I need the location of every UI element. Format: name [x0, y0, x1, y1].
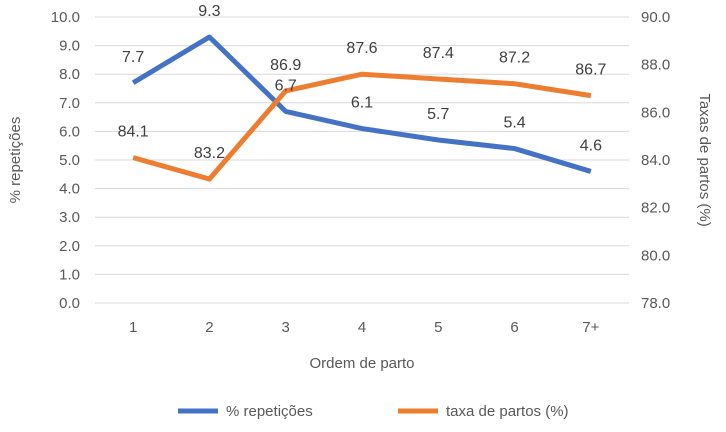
data-label: 6.7	[275, 77, 297, 94]
data-label: 87.4	[423, 45, 454, 62]
y2-tick-label: 90.0	[641, 9, 670, 26]
x-tick-label: 3	[282, 319, 290, 336]
y-tick-label: 9.0	[59, 38, 80, 55]
data-label: 84.1	[118, 124, 149, 141]
data-label: 5.4	[503, 115, 525, 132]
x-tick-label: 2	[205, 319, 213, 336]
y-tick-label: 8.0	[59, 66, 80, 83]
data-label: 87.2	[499, 50, 530, 67]
y2-tick-label: 80.0	[641, 247, 670, 264]
y2-tick-label: 88.0	[641, 57, 670, 74]
data-label: 5.7	[427, 106, 449, 123]
data-label: 87.6	[346, 40, 377, 57]
series-lines	[131, 34, 592, 182]
y-tick-label: 0.0	[59, 295, 80, 312]
x-tick-label: 5	[434, 319, 442, 336]
y-tick-label: 6.0	[59, 123, 80, 140]
y2-tick-label: 86.0	[641, 104, 670, 121]
series-line-1	[132, 71, 592, 182]
data-label: 83.2	[194, 145, 225, 162]
x-tick-label: 1	[129, 319, 137, 336]
data-label: 86.7	[575, 62, 606, 79]
legend-label-repeticoes: % repetições	[226, 403, 313, 420]
x-axis: 1 2 3 4 5 6 7+	[129, 319, 600, 336]
y-axis-left: 0.0 1.0 2.0 3.0 4.0 5.0 6.0 7.0 8.0 9.0 10.0	[51, 9, 80, 312]
y-tick-label: 3.0	[59, 209, 80, 226]
y-tick-label: 2.0	[59, 238, 80, 255]
data-label: 86.9	[270, 57, 301, 74]
y-axis-title: % repetições	[7, 117, 24, 204]
data-label: 4.6	[580, 137, 602, 154]
data-label: 6.1	[351, 95, 373, 112]
y-axis-right: 78.0 80.0 82.0 84.0 86.0 88.0 90.0	[641, 9, 670, 312]
data-label: 7.7	[122, 49, 144, 66]
x-tick-label: 7+	[582, 319, 599, 336]
y-tick-label: 10.0	[51, 9, 80, 26]
data-label: 9.3	[198, 3, 220, 20]
y-tick-label: 1.0	[59, 266, 80, 283]
y2-tick-label: 78.0	[641, 295, 670, 312]
y2-tick-label: 84.0	[641, 152, 670, 169]
series-line-0	[131, 34, 592, 174]
legend: % repetições taxa de partos (%)	[178, 403, 569, 420]
x-axis-title: Ordem de parto	[309, 355, 414, 372]
x-tick-label: 4	[358, 319, 366, 336]
y-tick-label: 5.0	[59, 152, 80, 169]
legend-label-taxa-partos: taxa de partos (%)	[446, 403, 569, 420]
data-labels: 7.7 9.3 6.7 6.1 5.7 5.4 4.6 84.1 83.2 86.9 87.6 87.…	[118, 3, 607, 162]
y2-tick-label: 82.0	[641, 200, 670, 217]
y-tick-label: 4.0	[59, 181, 80, 198]
y2-axis-title: Taxas de partos (%)	[696, 93, 713, 226]
y-tick-label: 7.0	[59, 95, 80, 112]
x-tick-label: 6	[510, 319, 518, 336]
